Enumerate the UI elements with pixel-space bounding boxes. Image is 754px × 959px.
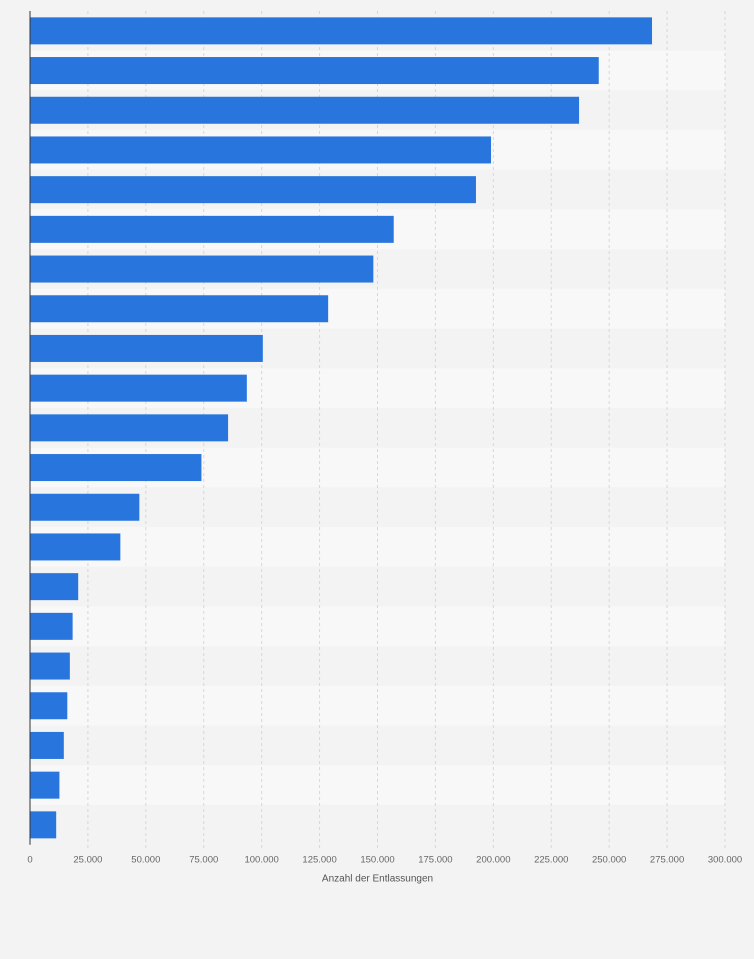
x-tick-label: 200.000: [476, 855, 510, 866]
x-tick-labels: 0 25.000 50.000 75.000 100.000 125.000 150.000…: [27, 855, 742, 866]
bar[interactable]: [30, 374, 247, 402]
x-tick-label: 125.000: [302, 855, 336, 866]
x-tick-label: 100.000: [244, 855, 278, 866]
bar[interactable]: [30, 96, 580, 124]
row-band: [30, 685, 725, 726]
x-tick-label: 250.000: [592, 855, 626, 866]
bar[interactable]: [30, 454, 202, 482]
row-band: [30, 487, 725, 528]
x-tick-label: 275.000: [650, 855, 684, 866]
bar[interactable]: [30, 771, 60, 799]
bar[interactable]: [30, 652, 70, 680]
x-tick-label: 225.000: [534, 855, 568, 866]
bar[interactable]: [30, 295, 329, 323]
bar[interactable]: [30, 533, 121, 561]
bar[interactable]: [30, 493, 140, 521]
bars: [30, 17, 653, 839]
bar[interactable]: [30, 612, 73, 640]
x-tick-label: 150.000: [360, 855, 394, 866]
bar[interactable]: [30, 692, 68, 720]
x-tick-label: 50.000: [131, 855, 160, 866]
bar[interactable]: [30, 731, 64, 759]
bar[interactable]: [30, 334, 263, 362]
x-tick-label: 25.000: [73, 855, 102, 866]
x-axis-title: Anzahl der Entlassungen: [322, 874, 433, 885]
bar[interactable]: [30, 57, 599, 85]
bar[interactable]: [30, 215, 394, 243]
x-tick-label: 300.000: [708, 855, 742, 866]
bar[interactable]: [30, 17, 653, 45]
bar[interactable]: [30, 136, 492, 164]
bar[interactable]: [30, 811, 57, 839]
bar[interactable]: [30, 255, 374, 283]
bar[interactable]: [30, 176, 476, 204]
bar[interactable]: [30, 414, 229, 442]
x-tick-label: 175.000: [418, 855, 452, 866]
bar[interactable]: [30, 573, 79, 601]
x-tick-label: 75.000: [189, 855, 218, 866]
x-tick-label: 0: [27, 855, 32, 866]
